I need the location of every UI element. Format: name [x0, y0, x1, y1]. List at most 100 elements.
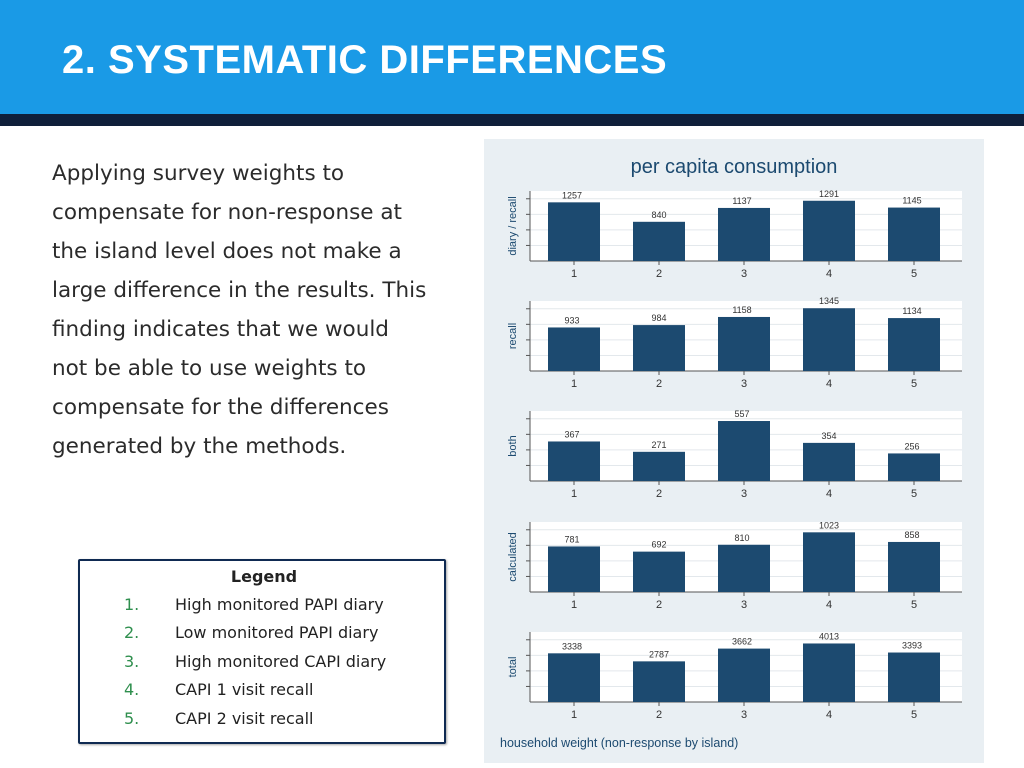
legend-item: 5. CAPI 2 visit recall — [80, 709, 440, 733]
data-label: 1158 — [732, 305, 751, 315]
data-label: 692 — [651, 540, 666, 550]
data-label: 271 — [651, 440, 666, 450]
x-tick-label: 3 — [741, 709, 747, 721]
y-axis-label: recall — [507, 323, 519, 349]
x-tick-label: 4 — [826, 599, 832, 611]
data-label: 1137 — [732, 196, 751, 206]
bar — [803, 643, 855, 702]
legend-title: Legend — [230, 567, 298, 586]
x-tick-label: 4 — [826, 378, 832, 390]
data-label: 557 — [734, 409, 749, 419]
body-text: Applying survey weights to compensate fo… — [52, 154, 472, 466]
x-tick-label: 1 — [571, 709, 577, 721]
body-line: the island level does not make a — [52, 239, 402, 264]
x-tick-label: 3 — [741, 488, 747, 500]
data-label: 810 — [734, 533, 749, 543]
legend-item-label: CAPI 1 visit recall — [175, 680, 314, 699]
data-label: 1257 — [562, 190, 582, 200]
bar — [633, 661, 685, 702]
body-line: generated by the methods. — [52, 434, 347, 459]
x-tick-label: 5 — [911, 488, 917, 500]
body-line: large difference in the results. This — [52, 278, 427, 303]
legend-item-label: High monitored CAPI diary — [175, 652, 387, 671]
x-tick-label: 5 — [911, 599, 917, 611]
bar — [718, 207, 770, 261]
data-label: 1345 — [819, 296, 839, 306]
x-tick-label: 5 — [911, 378, 917, 390]
x-tick-label: 2 — [656, 378, 662, 390]
bar — [633, 221, 685, 261]
bar — [803, 200, 855, 261]
title-banner-underline — [0, 114, 1024, 126]
x-tick-label: 1 — [571, 488, 577, 500]
data-label: 1145 — [902, 196, 921, 206]
data-label: 367 — [564, 429, 579, 439]
data-label: 1023 — [819, 520, 839, 530]
legend-item-number: 1. — [124, 595, 140, 614]
x-tick-label: 2 — [656, 268, 662, 280]
bar — [548, 202, 600, 261]
y-axis-label: calculated — [507, 532, 519, 582]
x-tick-label: 4 — [826, 709, 832, 721]
legend-item-label: High monitored PAPI diary — [175, 595, 384, 614]
bar — [803, 532, 855, 592]
y-axis-label: diary / recall — [507, 196, 519, 255]
bar — [888, 652, 940, 702]
bar — [888, 318, 940, 371]
legend-item-label: CAPI 2 visit recall — [175, 709, 314, 728]
body-line: compensate for non-response at — [52, 200, 402, 225]
legend-item: 3. High monitored CAPI diary — [80, 652, 440, 676]
x-tick-label: 1 — [571, 268, 577, 280]
data-label: 256 — [904, 441, 919, 451]
data-label: 3393 — [902, 641, 922, 651]
data-label: 354 — [821, 431, 836, 441]
bar — [548, 546, 600, 592]
data-label: 840 — [651, 210, 666, 220]
data-label: 1291 — [819, 189, 839, 199]
bar — [803, 308, 855, 371]
slide-title: 2. SYSTEMATIC DIFFERENCES — [62, 38, 668, 82]
bar — [718, 421, 770, 481]
bar — [718, 316, 770, 371]
bar — [888, 453, 940, 481]
bar — [888, 541, 940, 592]
data-label: 984 — [651, 313, 666, 323]
data-label: 2787 — [649, 649, 669, 659]
bar — [718, 648, 770, 702]
legend-item: 2. Low monitored PAPI diary — [80, 623, 440, 647]
data-label: 933 — [564, 315, 579, 325]
bar — [888, 207, 940, 261]
data-label: 781 — [564, 534, 579, 544]
x-tick-label: 2 — [656, 709, 662, 721]
data-label: 3338 — [562, 641, 582, 651]
bar — [718, 544, 770, 592]
y-axis-label: total — [507, 657, 519, 678]
x-tick-label: 3 — [741, 378, 747, 390]
x-tick-label: 1 — [571, 599, 577, 611]
body-line: Applying survey weights to — [52, 161, 345, 186]
chart-note: household weight (non-response by island… — [500, 736, 738, 750]
body-line: compensate for the differences — [52, 395, 389, 420]
bar — [633, 551, 685, 592]
body-line: not be able to use weights to — [52, 356, 367, 381]
legend-item-number: 3. — [124, 652, 140, 671]
x-tick-label: 3 — [741, 268, 747, 280]
bar — [548, 441, 600, 481]
bar — [633, 451, 685, 481]
bar — [548, 653, 600, 702]
chart-panel: per capita consumption diary / recall 1257… — [484, 139, 984, 763]
data-label: 4013 — [819, 631, 839, 641]
x-tick-label: 5 — [911, 268, 917, 280]
x-tick-label: 3 — [741, 599, 747, 611]
chart-title: per capita consumption — [631, 156, 838, 178]
x-tick-label: 4 — [826, 268, 832, 280]
title-banner — [0, 0, 1024, 114]
data-label: 3662 — [732, 637, 752, 647]
bar — [548, 327, 600, 371]
x-tick-label: 1 — [571, 378, 577, 390]
legend-item-label: Low monitored PAPI diary — [175, 623, 379, 642]
legend-item-number: 2. — [124, 623, 140, 642]
legend-box: Legend 1. High monitored PAPI diary 2. L… — [78, 559, 446, 744]
bar — [633, 325, 685, 371]
